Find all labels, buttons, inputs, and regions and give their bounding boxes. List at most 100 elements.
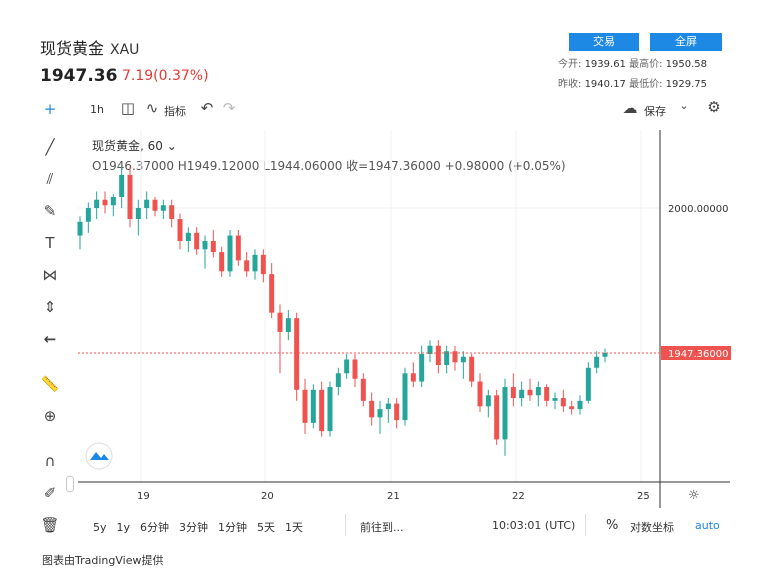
candle-body-25	[285, 318, 291, 332]
candle-body-52	[510, 387, 516, 399]
candle-body-19	[235, 235, 241, 261]
interval-button[interactable]: 1h	[90, 103, 104, 116]
x-tick-22: 22	[512, 491, 525, 502]
ruler-icon[interactable]: 📏	[40, 375, 60, 393]
prev-value: 1940.17	[584, 79, 626, 90]
range-button-5[interactable]: 5天	[257, 521, 276, 534]
range-button-0[interactable]: 5y	[93, 521, 107, 534]
log-scale-button[interactable]: 对数坐标	[630, 521, 674, 534]
save-dropdown-icon[interactable]: ⌄	[679, 99, 689, 112]
trade-button[interactable]: 交易	[569, 33, 639, 51]
candle-body-12	[177, 219, 183, 242]
candle-body-63	[602, 353, 608, 357]
magnet-icon[interactable]: ∩	[44, 452, 56, 470]
settings-icon[interactable]: ⚙	[707, 98, 721, 116]
candle-body-54	[527, 389, 533, 396]
range-button-2[interactable]: 6分钟	[140, 521, 170, 534]
tradingview-logo-mark	[90, 452, 109, 460]
pattern-icon[interactable]: ⋈	[42, 266, 58, 284]
bottom-divider-2	[345, 514, 346, 536]
candle-body-47	[469, 356, 475, 382]
open-label: 今开:	[558, 59, 582, 70]
candle-body-40	[410, 373, 416, 382]
candle-body-48	[477, 381, 483, 407]
fullscreen-button[interactable]: 全屏	[650, 33, 722, 51]
candle-body-59	[569, 406, 575, 410]
candle-body-41	[419, 353, 425, 382]
prev-label: 昨收:	[558, 79, 582, 90]
candle-body-9	[152, 199, 158, 211]
time-axis-settings-icon: ☼	[688, 488, 700, 503]
open-high-info: 今开: 1939.61 最高价: 1950.58	[558, 55, 707, 70]
indicator-icon[interactable]: ∿	[145, 99, 159, 117]
candle-body-46	[460, 356, 466, 363]
trend-line-icon[interactable]: ╱	[45, 138, 55, 156]
back-arrow-icon[interactable]: ←	[43, 330, 57, 348]
high-label: 最高价:	[629, 59, 663, 70]
candle-body-35	[369, 400, 375, 418]
candle-body-3	[102, 199, 108, 206]
candle-body-11	[169, 205, 175, 220]
trash-icon[interactable]: 🗑	[40, 516, 60, 534]
candle-body-22	[260, 254, 266, 275]
cloud-icon: ☁	[622, 99, 638, 117]
utc-clock[interactable]: 10:03:01 (UTC)	[492, 519, 576, 532]
candle-body-29	[319, 389, 325, 432]
lock-drawing-icon[interactable]: ✐	[43, 484, 57, 502]
crosshair-icon[interactable]: +	[43, 100, 57, 118]
candle-body-21	[252, 254, 258, 272]
current-price: 1947.36	[40, 66, 118, 86]
candle-body-1	[85, 208, 91, 222]
indicators-button[interactable]: 指标	[164, 105, 186, 118]
candle-body-8	[144, 199, 150, 208]
candle-body-55	[535, 387, 541, 396]
x-tick-25: 25	[637, 491, 650, 502]
range-button-6[interactable]: 1天	[285, 521, 304, 534]
fib-tool-icon[interactable]: ⫽	[46, 170, 54, 188]
instrument-symbol: XAU	[110, 42, 140, 58]
candle-body-50	[494, 395, 500, 440]
undo-icon[interactable]: ↶	[200, 99, 214, 117]
redo-icon[interactable]: ↷	[222, 99, 236, 117]
candle-type-icon[interactable]: ◫	[120, 99, 136, 117]
save-button[interactable]: 保存	[644, 105, 666, 118]
candle-body-49	[485, 395, 491, 407]
brush-icon[interactable]: ✎	[43, 202, 57, 220]
candle-body-30	[327, 387, 333, 432]
x-tick-21: 21	[387, 491, 400, 502]
candle-body-27	[302, 389, 308, 423]
candle-body-2	[94, 199, 100, 208]
last-price-label: 1947.36000	[668, 349, 728, 360]
candle-body-37	[385, 403, 391, 410]
candle-body-44	[444, 351, 450, 366]
range-button-4[interactable]: 1分钟	[218, 521, 248, 534]
candle-body-60	[577, 400, 583, 410]
chart-legend-name: 现货黄金, 60 ⌄	[92, 139, 177, 153]
candle-body-14	[194, 232, 200, 250]
goto-date-button[interactable]: 前往到...	[360, 521, 404, 534]
x-tick-19: 19	[137, 491, 150, 502]
chart-legend-ohlc: O1946.37000 H1949.12000 L1944.06000 收=19…	[92, 159, 566, 173]
last-price-tag	[661, 346, 731, 360]
low-label: 最低价:	[629, 79, 663, 90]
candle-body-26	[294, 318, 300, 390]
range-button-1[interactable]: 1y	[116, 521, 131, 534]
measure-icon[interactable]: ⇕	[43, 298, 57, 316]
range-button-3[interactable]: 3分钟	[179, 521, 209, 534]
candle-body-31	[335, 373, 341, 388]
auto-scale-button[interactable]: auto	[695, 519, 720, 532]
candle-body-43	[435, 345, 441, 366]
text-tool-icon[interactable]: T	[45, 234, 55, 252]
candle-body-23	[269, 274, 275, 313]
percent-scale-button[interactable]: %	[606, 518, 619, 533]
toolbar-collapse-handle[interactable]	[66, 476, 74, 492]
candle-body-61	[585, 367, 591, 401]
candle-body-6	[127, 174, 133, 220]
zoom-in-icon[interactable]: ⊕	[43, 407, 57, 425]
x-tick-20: 20	[261, 491, 274, 502]
attribution-text: 图表由TradingView提供	[42, 554, 164, 567]
candle-body-51	[502, 387, 508, 440]
page-title: 现货黄金 XAU	[40, 35, 139, 59]
prev-low-info: 昨收: 1940.17 最低价: 1929.75	[558, 75, 707, 90]
